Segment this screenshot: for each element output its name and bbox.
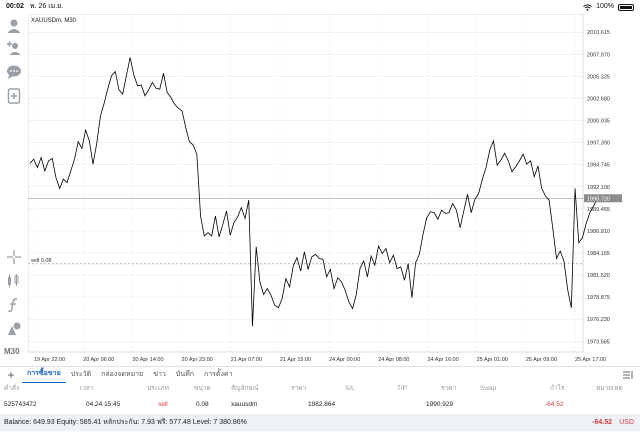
- sell-line-label: sell 0.08: [31, 258, 52, 264]
- order-price-current: 1990.929: [426, 401, 454, 408]
- header-symbol: สัญลักษณ์: [231, 385, 259, 392]
- account-summary: Balance: 649.93 Equity: 585.41 หลักประกั…: [0, 414, 640, 431]
- table-row[interactable]: 525743472 04.24 15:45 sell 0.08 xauusdm …: [0, 397, 640, 413]
- price-tick-label: 2005.325: [587, 74, 610, 80]
- status-date: พ. 26 เม.ย.: [30, 3, 64, 10]
- header-price-current: ราคา: [441, 385, 457, 392]
- order-symbol: xauusdm: [231, 401, 258, 408]
- tab-settings[interactable]: การตั้งค่า: [203, 370, 233, 378]
- tab-journal[interactable]: บันทึก: [175, 370, 194, 378]
- battery-icon: [618, 4, 634, 11]
- price-tick-label: 1984.165: [587, 251, 610, 257]
- header-sl: S/L: [345, 385, 355, 392]
- indicators-icon[interactable]: [6, 273, 22, 289]
- price-axis: 2010.615 2007.970 2005.325 2002.680 2000.035…: [584, 30, 622, 345]
- timeframe-label[interactable]: M30: [4, 347, 20, 356]
- price-tick-label: 1989.455: [587, 207, 610, 213]
- battery-percent: 100%: [596, 3, 614, 10]
- menu-icon[interactable]: [622, 369, 634, 381]
- price-tick-label: 1973.585: [587, 339, 610, 345]
- status-time: 00:02: [6, 3, 24, 10]
- terminal-tabbar: + การซื้อขาย ประวัติ กล่องจดหมาย ข่าว บั…: [0, 366, 640, 383]
- price-tick-label: 1992.100: [587, 185, 610, 191]
- price-tick-label: 1981.520: [587, 273, 610, 279]
- crosshair-icon[interactable]: [6, 249, 22, 265]
- time-axis: 19 Apr 22:00 20 Apr 06:00 20 Apr 14:00 20 A…: [34, 357, 606, 363]
- price-tick-label: 1997.390: [587, 141, 610, 147]
- plot-frame: [28, 14, 584, 353]
- price-tick-label: 1976.230: [587, 317, 610, 323]
- header-order: คำสั่ง: [4, 385, 20, 392]
- tab-history[interactable]: ประวัติ: [70, 370, 92, 378]
- header-comment: หมายเหตุ: [596, 385, 623, 392]
- status-right: 100%: [583, 0, 634, 14]
- chat-icon[interactable]: [6, 64, 22, 80]
- time-tick-label: 21 Apr 07:00: [231, 357, 262, 363]
- current-price-label: 1990.720: [587, 196, 610, 202]
- price-tick-label: 2002.680: [587, 96, 610, 102]
- order-time: 04.24 15:45: [86, 401, 121, 408]
- time-tick-label: 20 Apr 23:00: [182, 357, 213, 363]
- tab-trade[interactable]: การซื้อขาย: [22, 366, 66, 383]
- header-type: ประเภท: [147, 385, 169, 392]
- time-tick-label: 24 Apr 16:00: [427, 357, 458, 363]
- header-time: เวลา: [80, 385, 94, 392]
- header-profit: กำไร: [550, 385, 565, 392]
- tab-mailbox[interactable]: กล่องจดหมาย: [101, 370, 144, 378]
- orders-table-header: คำสั่ง เวลา ประเภท ขนาด สัญลักษณ์ ราคา S…: [0, 382, 640, 396]
- time-tick-label: 25 Apr 01:00: [477, 357, 508, 363]
- person-add-icon[interactable]: [6, 40, 22, 56]
- price-chart[interactable]: 2010.615 2007.970 2005.325 2002.680 2000.035…: [28, 14, 640, 366]
- header-swap: Swap: [480, 385, 497, 392]
- order-price-open: 1982.864: [308, 401, 336, 408]
- function-icon[interactable]: [6, 297, 22, 313]
- add-icon[interactable]: +: [7, 367, 15, 382]
- time-tick-label: 25 Apr 09:00: [526, 357, 557, 363]
- time-tick-label: 20 Apr 06:00: [83, 357, 114, 363]
- current-price-tag: [584, 194, 622, 203]
- chart-title: XAUUSDm, M30: [31, 18, 77, 24]
- chart-svg: 2010.615 2007.970 2005.325 2002.680 2000.035…: [28, 14, 640, 366]
- account-summary-text: Balance: 649.93 Equity: 585.41 หลักประกั…: [4, 419, 247, 426]
- order-profit: -64.52: [545, 401, 564, 408]
- time-tick-label: 24 Apr 00:00: [329, 357, 360, 363]
- price-tick-label: 1978.875: [587, 295, 610, 301]
- order-size: 0.08: [196, 401, 209, 408]
- wifi-icon: [583, 3, 592, 11]
- time-tick-label: 20 Apr 14:00: [132, 357, 163, 363]
- objects-icon[interactable]: [6, 321, 22, 337]
- chart-grid: [28, 14, 583, 352]
- price-tick-label: 2010.615: [587, 30, 610, 36]
- tab-news[interactable]: ข่าว: [153, 370, 166, 378]
- account-currency: USD: [619, 419, 634, 426]
- add-document-icon[interactable]: [6, 88, 22, 104]
- left-toolbar: M30: [0, 14, 28, 366]
- time-tick-label: 25 Apr 17:00: [575, 357, 606, 363]
- time-tick-label: 21 Apr 15:00: [280, 357, 311, 363]
- status-bar: 00:02 พ. 26 เม.ย. 100%: [0, 0, 640, 14]
- price-tick-label: 2000.035: [587, 119, 610, 125]
- series-line: [29, 57, 602, 327]
- reference-lines: [28, 197, 583, 265]
- time-tick-label: 19 Apr 22:00: [34, 357, 65, 363]
- order-type: sell: [158, 401, 168, 408]
- order-id: 525743472: [4, 401, 37, 408]
- header-size: ขนาด: [194, 385, 211, 392]
- price-tick-label: 1994.745: [587, 163, 610, 169]
- price-tick-label: 2007.970: [587, 52, 610, 58]
- price-tick-label: 1986.810: [587, 229, 610, 235]
- time-tick-label: 24 Apr 08:00: [378, 357, 409, 363]
- header-price-open: ราคา: [291, 385, 307, 392]
- person-icon[interactable]: [6, 18, 22, 34]
- account-profit: -64.52: [592, 419, 612, 426]
- header-tp: T/P: [397, 385, 408, 392]
